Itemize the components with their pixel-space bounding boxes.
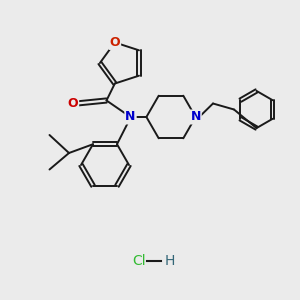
Text: H: H [165, 254, 175, 268]
Text: N: N [125, 110, 136, 124]
Text: N: N [190, 110, 201, 124]
Text: O: O [68, 97, 78, 110]
Text: O: O [110, 36, 120, 49]
Text: Cl: Cl [132, 254, 146, 268]
